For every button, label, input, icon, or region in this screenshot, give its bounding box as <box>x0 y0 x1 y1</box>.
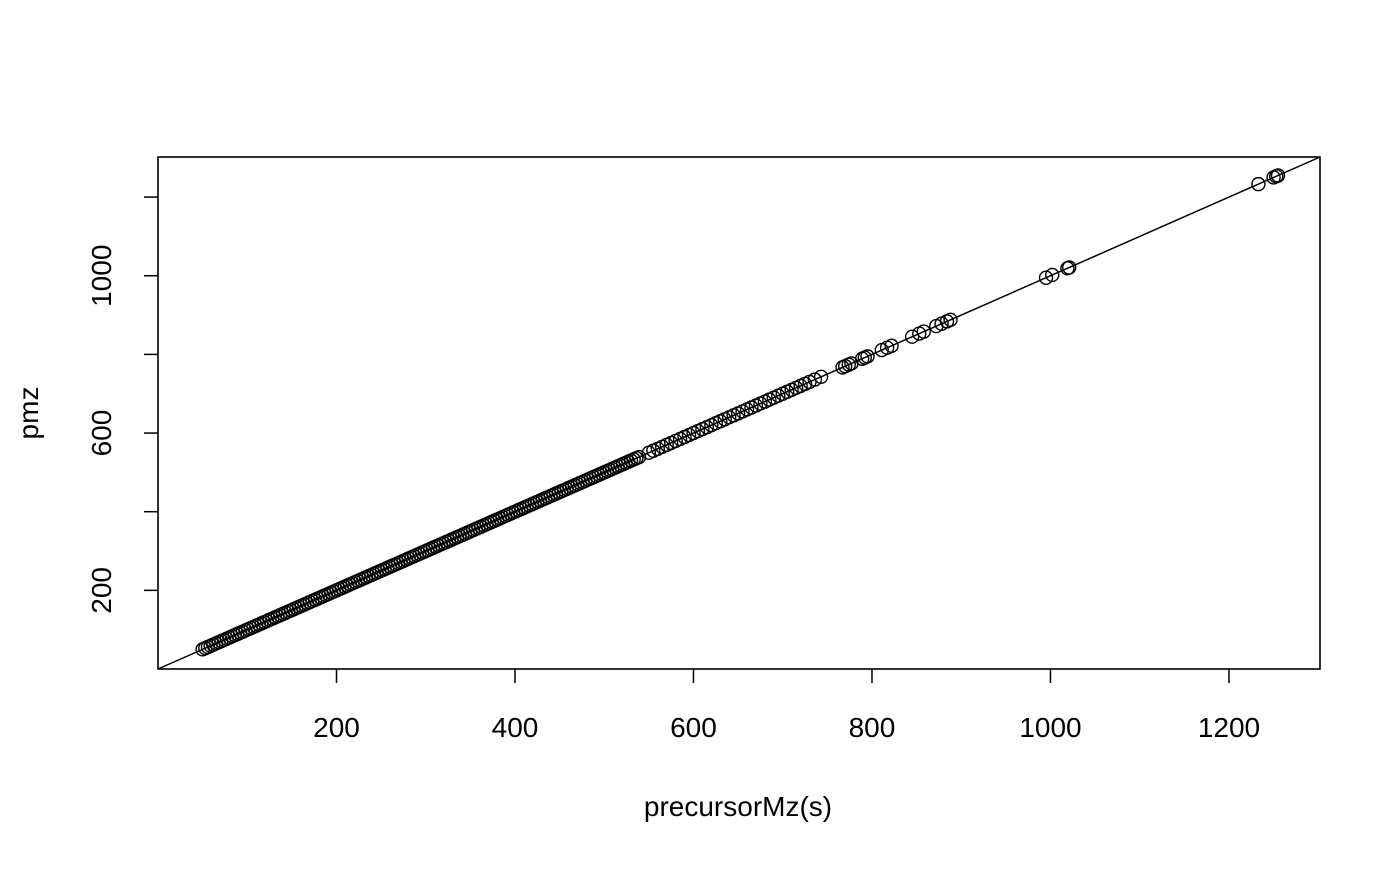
data-point <box>860 349 875 364</box>
x-axis-label: precursorMz(s) <box>644 791 832 822</box>
data-point <box>1270 168 1286 183</box>
data-point <box>1251 176 1266 192</box>
y-tick-label: 200 <box>86 567 117 614</box>
x-tick-label: 400 <box>492 712 539 743</box>
data-point <box>884 338 899 353</box>
data-points-layer <box>195 168 1286 657</box>
x-tick-label: 600 <box>670 712 717 743</box>
reference-line-y-equals-x <box>157 156 1321 670</box>
data-point <box>813 369 829 385</box>
data-point <box>916 324 931 339</box>
y-tick-label: 1000 <box>86 245 117 307</box>
x-tick-label: 800 <box>849 712 896 743</box>
data-point <box>807 372 823 387</box>
data-point <box>904 329 920 344</box>
y-axis-label: pmz <box>13 387 44 440</box>
data-point <box>943 312 958 327</box>
y-axis-ticks: 200 600 1000 <box>86 196 158 614</box>
data-point <box>1062 260 1077 275</box>
data-point <box>1038 270 1054 285</box>
data-point <box>1045 267 1060 283</box>
y-tick-label: 600 <box>86 410 117 457</box>
x-tick-label: 1000 <box>1019 712 1081 743</box>
data-point <box>631 449 647 465</box>
x-tick-label: 1200 <box>1198 712 1260 743</box>
x-tick-label: 200 <box>313 712 360 743</box>
x-axis-ticks: 200 400 600 800 1000 1200 <box>313 669 1260 743</box>
plot-area-frame <box>157 156 1321 670</box>
